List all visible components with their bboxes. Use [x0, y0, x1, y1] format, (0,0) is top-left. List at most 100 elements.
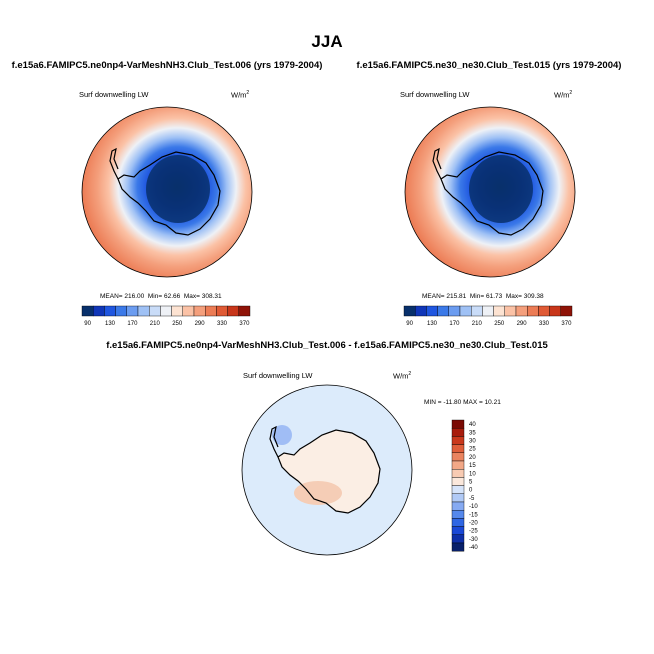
panel-2-antarctica-coastline	[432, 147, 544, 236]
colorbar-box	[482, 305, 494, 317]
colorbar-box	[426, 305, 438, 317]
colorbar-box	[148, 305, 161, 317]
colorbar-tick-label: 250	[494, 321, 505, 327]
colorbar-tick-label: 210	[150, 321, 161, 327]
colorbar-tick-label: 170	[449, 321, 460, 327]
colorbar-box	[92, 305, 105, 317]
panel-1-colorbar: 90 130 170 210 250 290 330 370	[81, 305, 251, 327]
colorbar-box	[451, 427, 465, 437]
colorbar-box	[451, 419, 465, 429]
panel-3-title: f.e15a6.FAMIPC5.ne0np4-VarMeshNH3.Club_T…	[106, 340, 548, 351]
colorbar-tick-label: -15	[469, 512, 478, 518]
main-title: JJA	[311, 32, 343, 51]
colorbar-box	[437, 305, 449, 317]
panel-1-min: Min= 62.66	[147, 293, 181, 300]
panel-2-units: W/m2	[554, 90, 573, 100]
colorbar-box	[160, 305, 172, 317]
colorbar-box	[126, 305, 139, 317]
colorbar-box	[451, 485, 465, 494]
colorbar-tick-label: 330	[217, 321, 228, 327]
colorbar-tick-label: 40	[469, 422, 476, 428]
colorbar-box	[137, 305, 150, 317]
colorbar-box	[459, 305, 472, 317]
colorbar-tick-label: 250	[172, 321, 183, 327]
colorbar-box	[115, 305, 127, 317]
panel-1-variable-label: Surf downwelling LW	[79, 90, 149, 99]
panel-2-minimum-core	[469, 155, 533, 223]
colorbar-box	[227, 305, 240, 317]
panel-2-mean: MEAN= 215.81	[422, 293, 467, 300]
colorbar-box	[451, 542, 465, 552]
colorbar-tick-label: -5	[469, 496, 475, 502]
panel-2-map-border	[404, 106, 576, 278]
colorbar-box	[451, 460, 465, 470]
colorbar-box	[560, 305, 573, 317]
colorbar-tick-label: 25	[469, 447, 476, 453]
colorbar-tick-label: 15	[469, 463, 476, 469]
panel-1-minimum-core	[146, 155, 210, 223]
colorbar-box	[504, 305, 517, 317]
panel-3-min-max: MIN = -11.80 MAX = 10.21	[424, 399, 501, 406]
panel-3-cool-anomaly	[272, 425, 292, 445]
colorbar-tick-label: 130	[427, 321, 438, 327]
panel-3-polar-map	[241, 384, 413, 556]
panel-1-polar-map	[81, 106, 253, 278]
colorbar-tick-label: 290	[517, 321, 528, 327]
colorbar-box	[451, 469, 465, 478]
colorbar-tick-label: 370	[561, 321, 572, 327]
colorbar-tick-label: 35	[469, 430, 476, 436]
colorbar-tick-label: -25	[469, 529, 478, 535]
colorbar-box	[451, 452, 465, 462]
panel-1-antarctica-coastline	[109, 147, 221, 236]
colorbar-box	[171, 305, 183, 317]
colorbar-tick-label: 20	[469, 455, 476, 461]
colorbar-box	[526, 305, 539, 317]
panel-2-stats: MEAN= 215.81 Min= 61.73 Max= 309.38	[422, 293, 544, 300]
colorbar-box	[515, 305, 528, 317]
panel-1-title: f.e15a6.FAMIPC5.ne0np4-VarMeshNH3.Club_T…	[11, 60, 323, 71]
colorbar-tick-label: 370	[239, 321, 250, 327]
colorbar-box	[81, 305, 94, 317]
colorbar-tick-label: 90	[84, 321, 91, 327]
panel-2-polar-map	[404, 106, 576, 278]
colorbar-tick-label: 0	[469, 488, 473, 494]
colorbar-box	[204, 305, 217, 317]
panel-2-max: Max= 309.38	[505, 293, 544, 300]
colorbar-box	[451, 436, 465, 445]
colorbar-box	[549, 305, 562, 317]
colorbar-box	[403, 305, 416, 317]
colorbar-tick-label: 30	[469, 439, 476, 445]
panel-3-antarctica-coastline	[269, 425, 381, 514]
colorbar-box	[238, 305, 251, 317]
colorbar-box	[470, 305, 483, 317]
panel-3-map-border	[241, 384, 413, 556]
panel-3-warm-anomaly	[294, 481, 342, 505]
colorbar-box	[104, 305, 116, 317]
colorbar-box	[414, 305, 427, 317]
panel-3-variable-label: Surf downwelling LW	[243, 371, 313, 380]
panel-2-colorbar: 90 130 170 210 250 290 330 370	[403, 305, 573, 327]
colorbar-box	[451, 526, 465, 535]
panel-1-stats: MEAN= 216.00 Min= 62.66 Max= 308.31	[100, 293, 222, 300]
colorbar-tick-label: 5	[469, 480, 473, 486]
colorbar-box	[451, 518, 465, 527]
colorbar-box	[193, 305, 206, 317]
colorbar-tick-label: 330	[539, 321, 550, 327]
colorbar-tick-label: 170	[127, 321, 138, 327]
colorbar-box	[448, 305, 461, 317]
colorbar-tick-label: 130	[105, 321, 116, 327]
colorbar-box	[216, 305, 228, 317]
colorbar-box	[182, 305, 195, 317]
panel-1-units: W/m2	[231, 90, 250, 100]
colorbar-tick-label: 210	[472, 321, 483, 327]
colorbar-tick-label: -30	[469, 537, 478, 543]
panel-2-variable-label: Surf downwelling LW	[400, 90, 470, 99]
panel-3-land-field	[278, 430, 380, 513]
panel-3-colorbar: 40 35 30 25 20 15 10 5 0 -5 -10 -15 -20 -25 -30 -40	[451, 419, 478, 552]
colorbar-box	[451, 509, 465, 519]
colorbar-box	[451, 501, 465, 511]
colorbar-tick-label: 10	[469, 471, 476, 477]
colorbar-box	[451, 534, 465, 544]
colorbar-box	[451, 444, 465, 454]
panel-2-min: Min= 61.73	[469, 293, 503, 300]
